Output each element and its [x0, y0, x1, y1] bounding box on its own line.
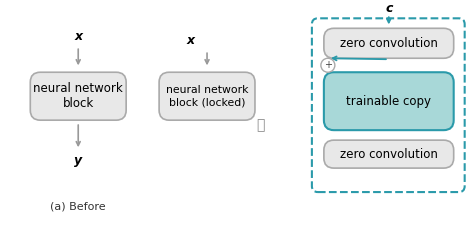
Text: 🔒: 🔒: [256, 118, 264, 132]
Text: x: x: [187, 34, 195, 47]
Text: (a) Before: (a) Before: [51, 201, 106, 211]
Text: neural network
block: neural network block: [34, 82, 123, 110]
Text: zero convolution: zero convolution: [340, 37, 438, 50]
Text: y: y: [74, 154, 82, 167]
Text: +: +: [324, 60, 332, 70]
Text: trainable copy: trainable copy: [346, 95, 431, 108]
FancyBboxPatch shape: [159, 72, 255, 120]
Text: neural network
block (locked): neural network block (locked): [166, 85, 248, 107]
FancyBboxPatch shape: [30, 72, 126, 120]
Text: c: c: [385, 2, 393, 15]
FancyBboxPatch shape: [324, 72, 454, 130]
FancyBboxPatch shape: [324, 140, 454, 168]
Text: x: x: [74, 30, 82, 43]
FancyBboxPatch shape: [324, 28, 454, 58]
Text: zero convolution: zero convolution: [340, 148, 438, 161]
Circle shape: [321, 58, 335, 72]
